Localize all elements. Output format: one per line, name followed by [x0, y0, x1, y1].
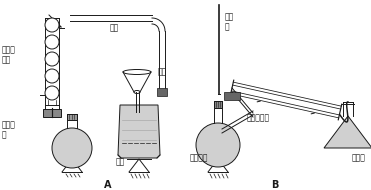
Circle shape: [45, 69, 59, 83]
Bar: [214, 101, 222, 108]
Ellipse shape: [123, 70, 151, 74]
Text: B: B: [271, 180, 279, 190]
Bar: [224, 92, 240, 100]
Text: 蒸馏烧瓶: 蒸馏烧瓶: [190, 154, 209, 162]
Polygon shape: [324, 116, 371, 148]
Circle shape: [45, 18, 59, 32]
Bar: [43, 109, 61, 117]
Text: 直形冷凝管: 直形冷凝管: [246, 113, 270, 123]
Ellipse shape: [134, 90, 140, 93]
Text: 烧杯: 烧杯: [115, 158, 125, 166]
Circle shape: [45, 52, 59, 66]
Polygon shape: [118, 105, 160, 158]
Circle shape: [45, 35, 59, 49]
Text: 圆底烧
瓶: 圆底烧 瓶: [2, 120, 16, 140]
Text: 球形冷
凝管: 球形冷 凝管: [2, 45, 16, 65]
Circle shape: [45, 86, 59, 100]
Text: A: A: [104, 180, 112, 190]
Text: 温度
计: 温度 计: [225, 12, 234, 31]
Text: 锥形瓶: 锥形瓶: [352, 154, 366, 162]
Circle shape: [52, 128, 92, 168]
Circle shape: [196, 123, 240, 167]
Bar: [67, 114, 77, 120]
Text: 导管: 导管: [110, 24, 119, 32]
Bar: [157, 88, 167, 96]
Text: 漏斗: 漏斗: [158, 67, 167, 77]
